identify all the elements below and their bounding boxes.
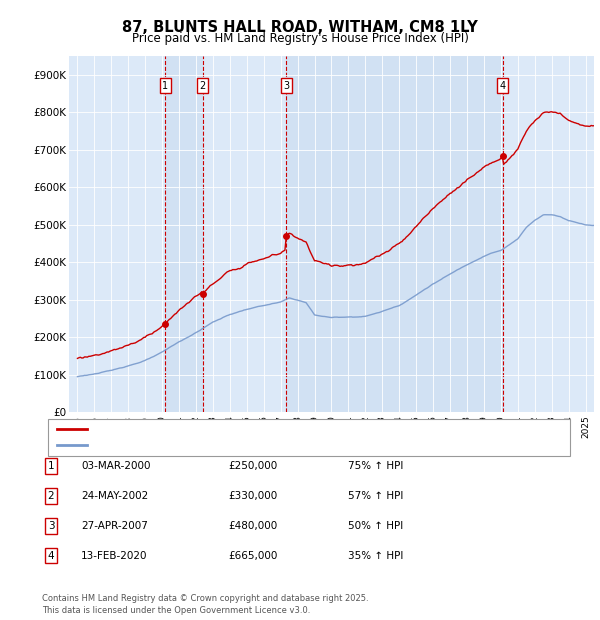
Text: £250,000: £250,000: [228, 461, 277, 471]
Text: 1: 1: [162, 81, 168, 91]
Text: 57% ↑ HPI: 57% ↑ HPI: [348, 491, 403, 501]
Text: 4: 4: [47, 551, 55, 560]
Text: HPI: Average price, detached house, Braintree: HPI: Average price, detached house, Brai…: [93, 440, 319, 450]
Text: 3: 3: [283, 81, 289, 91]
Text: Contains HM Land Registry data © Crown copyright and database right 2025.
This d: Contains HM Land Registry data © Crown c…: [42, 594, 368, 615]
Text: 03-MAR-2000: 03-MAR-2000: [81, 461, 151, 471]
Text: 1: 1: [47, 461, 55, 471]
Text: 50% ↑ HPI: 50% ↑ HPI: [348, 521, 403, 531]
Text: £480,000: £480,000: [228, 521, 277, 531]
Text: 3: 3: [47, 521, 55, 531]
Text: £665,000: £665,000: [228, 551, 277, 560]
Text: 2: 2: [47, 491, 55, 501]
Bar: [165, 56, 203, 412]
Text: 87, BLUNTS HALL ROAD, WITHAM, CM8 1LY: 87, BLUNTS HALL ROAD, WITHAM, CM8 1LY: [122, 20, 478, 35]
Text: 35% ↑ HPI: 35% ↑ HPI: [348, 551, 403, 560]
Bar: [286, 56, 503, 412]
Text: 2: 2: [199, 81, 206, 91]
Text: 4: 4: [500, 81, 506, 91]
Text: Price paid vs. HM Land Registry's House Price Index (HPI): Price paid vs. HM Land Registry's House …: [131, 32, 469, 45]
Text: 87, BLUNTS HALL ROAD, WITHAM, CM8 1LY (detached house): 87, BLUNTS HALL ROAD, WITHAM, CM8 1LY (d…: [93, 424, 393, 434]
Text: 24-MAY-2002: 24-MAY-2002: [81, 491, 148, 501]
Text: £330,000: £330,000: [228, 491, 277, 501]
Text: 75% ↑ HPI: 75% ↑ HPI: [348, 461, 403, 471]
Text: 27-APR-2007: 27-APR-2007: [81, 521, 148, 531]
Text: 13-FEB-2020: 13-FEB-2020: [81, 551, 148, 560]
